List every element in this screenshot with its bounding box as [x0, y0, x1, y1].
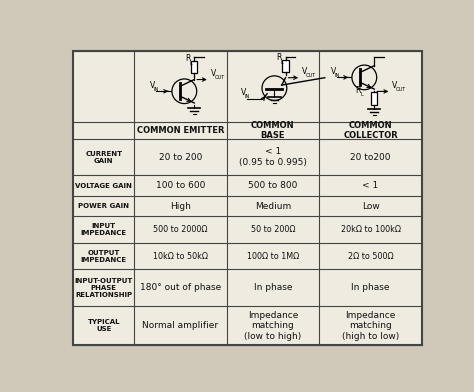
Text: OUT: OUT — [306, 73, 316, 78]
Text: Impedance
matching
(low to high): Impedance matching (low to high) — [244, 311, 301, 341]
Text: V: V — [331, 67, 336, 76]
Text: L: L — [190, 61, 192, 65]
Text: IN: IN — [153, 87, 159, 92]
Text: V: V — [149, 81, 155, 90]
Text: IN: IN — [245, 94, 250, 100]
Text: V: V — [210, 69, 216, 78]
Text: In phase: In phase — [351, 283, 390, 292]
Text: 100Ω to 1MΩ: 100Ω to 1MΩ — [247, 252, 299, 261]
Text: TYPICAL
USE: TYPICAL USE — [88, 319, 120, 332]
Text: 500 to 2000Ω: 500 to 2000Ω — [153, 225, 208, 234]
Text: 500 to 800: 500 to 800 — [248, 181, 298, 190]
Text: 50 to 200Ω: 50 to 200Ω — [251, 225, 295, 234]
Text: High: High — [170, 201, 191, 211]
Text: V: V — [241, 88, 246, 97]
Bar — [191, 61, 197, 73]
Text: 20kΩ to 100kΩ: 20kΩ to 100kΩ — [340, 225, 401, 234]
Text: COMMON
BASE: COMMON BASE — [251, 121, 295, 140]
Text: L: L — [281, 60, 283, 65]
Text: < 1: < 1 — [363, 181, 379, 190]
Text: COMMON
COLLECTOR: COMMON COLLECTOR — [343, 121, 398, 140]
Bar — [283, 60, 289, 73]
Text: 20 to 200: 20 to 200 — [159, 152, 202, 162]
Text: CURRENT
GAIN: CURRENT GAIN — [85, 151, 122, 163]
Text: L: L — [360, 92, 363, 97]
Text: 10kΩ to 50kΩ: 10kΩ to 50kΩ — [153, 252, 208, 261]
Text: INPUT
IMPEDANCE: INPUT IMPEDANCE — [81, 223, 127, 236]
Text: OUT: OUT — [214, 75, 225, 80]
Text: Low: Low — [362, 201, 379, 211]
Text: < 1
(0.95 to 0.995): < 1 (0.95 to 0.995) — [239, 147, 307, 167]
Text: OUT: OUT — [396, 87, 406, 92]
Text: VOLTAGE GAIN: VOLTAGE GAIN — [75, 183, 132, 189]
Text: Impedance
matching
(high to low): Impedance matching (high to low) — [342, 311, 399, 341]
Text: 180° out of phase: 180° out of phase — [140, 283, 221, 292]
Text: COMMON EMITTER: COMMON EMITTER — [137, 126, 224, 135]
Text: OUTPUT
IMPEDANCE: OUTPUT IMPEDANCE — [81, 250, 127, 263]
Text: V: V — [392, 81, 397, 90]
Text: In phase: In phase — [254, 283, 292, 292]
Text: IN: IN — [335, 73, 340, 78]
Text: Normal amplifier: Normal amplifier — [142, 321, 219, 330]
Text: Medium: Medium — [255, 201, 291, 211]
Text: INPUT-OUTPUT
PHASE
RELATIONSHIP: INPUT-OUTPUT PHASE RELATIONSHIP — [74, 278, 133, 298]
Text: POWER GAIN: POWER GAIN — [78, 203, 129, 209]
Text: R: R — [185, 54, 190, 63]
Text: 100 to 600: 100 to 600 — [156, 181, 205, 190]
Text: R: R — [356, 85, 361, 94]
Text: 20 to200: 20 to200 — [350, 152, 391, 162]
Text: 2Ω to 500Ω: 2Ω to 500Ω — [348, 252, 393, 261]
Bar — [371, 92, 377, 105]
Text: V: V — [302, 67, 307, 76]
Text: R: R — [276, 53, 282, 62]
